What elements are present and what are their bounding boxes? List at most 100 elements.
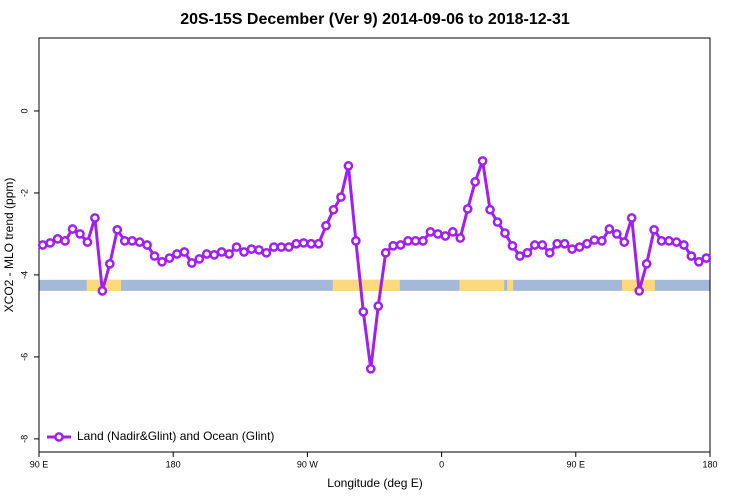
y-tick-label: -6 xyxy=(19,353,29,361)
series-point xyxy=(447,227,458,237)
series-point xyxy=(455,233,466,243)
series-point xyxy=(45,238,56,248)
land-segment xyxy=(507,279,514,291)
land-segment xyxy=(332,279,400,291)
series-point xyxy=(529,240,540,250)
x-tick-label: 180 xyxy=(702,459,717,469)
series-point xyxy=(194,254,205,264)
x-tick-label: 180 xyxy=(166,459,181,469)
series-point xyxy=(425,227,436,237)
series-point xyxy=(239,247,249,257)
x-tick-label: 0 xyxy=(439,459,444,469)
legend-marker xyxy=(54,432,64,442)
series-point xyxy=(559,238,570,249)
series-point xyxy=(306,238,316,249)
series-point xyxy=(134,237,145,247)
series-point xyxy=(440,231,451,241)
series-point xyxy=(336,192,346,202)
series-point xyxy=(224,249,234,259)
series-point xyxy=(641,259,652,269)
x-tick-label: 90 W xyxy=(297,459,319,469)
series-point xyxy=(52,234,63,244)
series-point xyxy=(380,247,391,258)
series-point xyxy=(537,240,548,250)
land-segment xyxy=(459,279,505,291)
series-point xyxy=(485,204,495,215)
series-point xyxy=(358,306,369,317)
series-point xyxy=(246,244,257,254)
series-point xyxy=(611,229,622,239)
series-point xyxy=(142,240,152,250)
series-point xyxy=(701,253,712,263)
series-point xyxy=(328,204,339,215)
series-point xyxy=(664,236,674,246)
series-point xyxy=(522,247,533,258)
series-point xyxy=(283,242,294,252)
series-point xyxy=(37,240,48,250)
series-point xyxy=(67,224,78,234)
series-point xyxy=(507,240,518,251)
series-point xyxy=(686,251,697,261)
series-point xyxy=(552,238,563,249)
series-point xyxy=(313,238,324,249)
series-point xyxy=(626,213,637,223)
series-point xyxy=(164,253,175,263)
series-point xyxy=(269,242,279,252)
chart-title: 20S-15S December (Ver 9) 2014-09-06 to 2… xyxy=(180,11,570,28)
series-point xyxy=(693,256,704,267)
series-point xyxy=(104,259,115,269)
series-point xyxy=(216,247,227,257)
series-point xyxy=(373,301,384,311)
series-point xyxy=(365,363,376,374)
series-point xyxy=(589,235,600,245)
series-point xyxy=(127,236,138,246)
series-point xyxy=(679,240,689,250)
series-point xyxy=(597,236,607,246)
x-tick-label: 90 E xyxy=(567,459,586,469)
series-point xyxy=(60,236,70,246)
series-point xyxy=(298,238,309,248)
series-point xyxy=(321,220,331,231)
series-point xyxy=(649,224,659,235)
series-line xyxy=(42,160,707,369)
series-point xyxy=(157,256,167,267)
series-point xyxy=(656,236,667,246)
series-point xyxy=(112,224,123,235)
series-point xyxy=(433,229,443,239)
y-axis-label: XCO2 - MLO trend (ppm) xyxy=(2,178,16,313)
series-point xyxy=(492,217,503,227)
series-point xyxy=(254,245,264,255)
series-point xyxy=(634,286,645,296)
series-point xyxy=(97,286,108,296)
series-point xyxy=(179,247,190,257)
series-point xyxy=(619,237,630,247)
series-point xyxy=(276,242,287,252)
series-point xyxy=(172,249,182,259)
x-axis-label: Longitude (deg E) xyxy=(327,476,422,490)
series-point xyxy=(567,244,577,254)
series-point xyxy=(410,236,421,246)
series-point xyxy=(477,156,488,166)
y-tick-label: -4 xyxy=(19,271,29,279)
series-point xyxy=(209,249,220,260)
y-tick-label: -8 xyxy=(19,435,29,443)
series-point xyxy=(261,247,272,258)
series-point xyxy=(75,229,85,239)
series-point xyxy=(462,204,473,214)
series-point xyxy=(343,161,354,171)
legend-label: Land (Nadir&Glint) and Ocean (Glint) xyxy=(77,429,274,443)
series-point xyxy=(395,240,406,250)
series-point xyxy=(544,247,555,258)
y-tick-label: -2 xyxy=(19,189,29,197)
series-point xyxy=(186,258,197,268)
y-tick-label: 0 xyxy=(19,108,29,113)
series-point xyxy=(119,236,130,246)
series-point xyxy=(231,242,242,252)
series-point xyxy=(604,224,615,234)
series-point xyxy=(500,228,510,238)
series-point xyxy=(515,251,525,261)
series-point xyxy=(671,237,682,247)
series-point xyxy=(574,242,585,252)
series-point xyxy=(403,236,413,246)
